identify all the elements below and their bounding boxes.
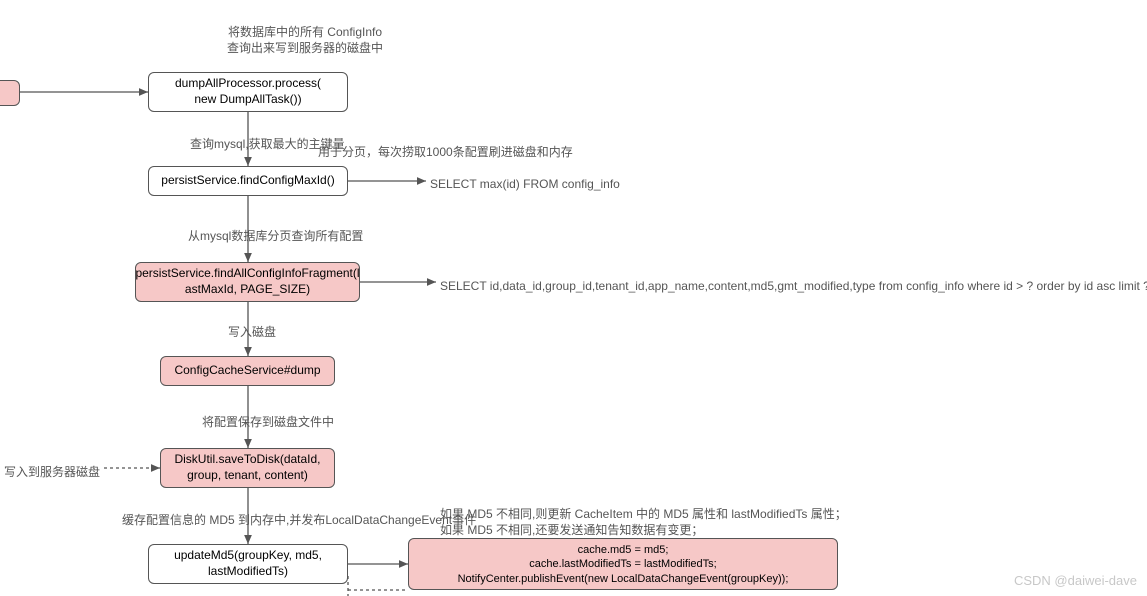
node-cache_dump: ConfigCacheService#dump <box>160 356 335 386</box>
label-from_sql: 从mysql数据库分页查询所有配置 <box>188 228 363 244</box>
label-write_dk: 写入磁盘 <box>228 324 276 340</box>
node-dump_all: dumpAllProcessor.process(new DumpAllTask… <box>148 72 348 112</box>
label-srv_disk: 写入到服务器磁盘 <box>4 464 100 480</box>
node-save_disk: DiskUtil.saveToDisk(dataId,group, tenant… <box>160 448 335 488</box>
label-md5_note: 如果 MD5 不相同,则更新 CacheItem 中的 MD5 属性和 last… <box>440 506 847 538</box>
label-top: 将数据库中的所有 ConfigInfo 查询出来写到服务器的磁盘中 <box>175 24 435 56</box>
node-find_max: persistService.findConfigMaxId() <box>148 166 348 196</box>
node-find_all: persistService.findAllConfigInfoFragment… <box>135 262 360 302</box>
node-notify: cache.md5 = md5;cache.lastModifiedTs = l… <box>408 538 838 590</box>
node-update_md5: updateMd5(groupKey, md5,lastModifiedTs) <box>148 544 348 584</box>
node-start <box>0 80 20 106</box>
label-md5_evt: 缓存配置信息的 MD5 到内存中,并发布LocalDataChangeEvent… <box>122 512 476 528</box>
label-paging: 用于分页，每次捞取1000条配置刷进磁盘和内存 <box>318 144 573 160</box>
label-sql1: SELECT max(id) FROM config_info <box>430 176 620 192</box>
watermark: CSDN @daiwei-dave <box>1014 573 1137 588</box>
label-sql2: SELECT id,data_id,group_id,tenant_id,app… <box>440 278 1147 294</box>
label-save_cfg: 将配置保存到磁盘文件中 <box>202 414 334 430</box>
